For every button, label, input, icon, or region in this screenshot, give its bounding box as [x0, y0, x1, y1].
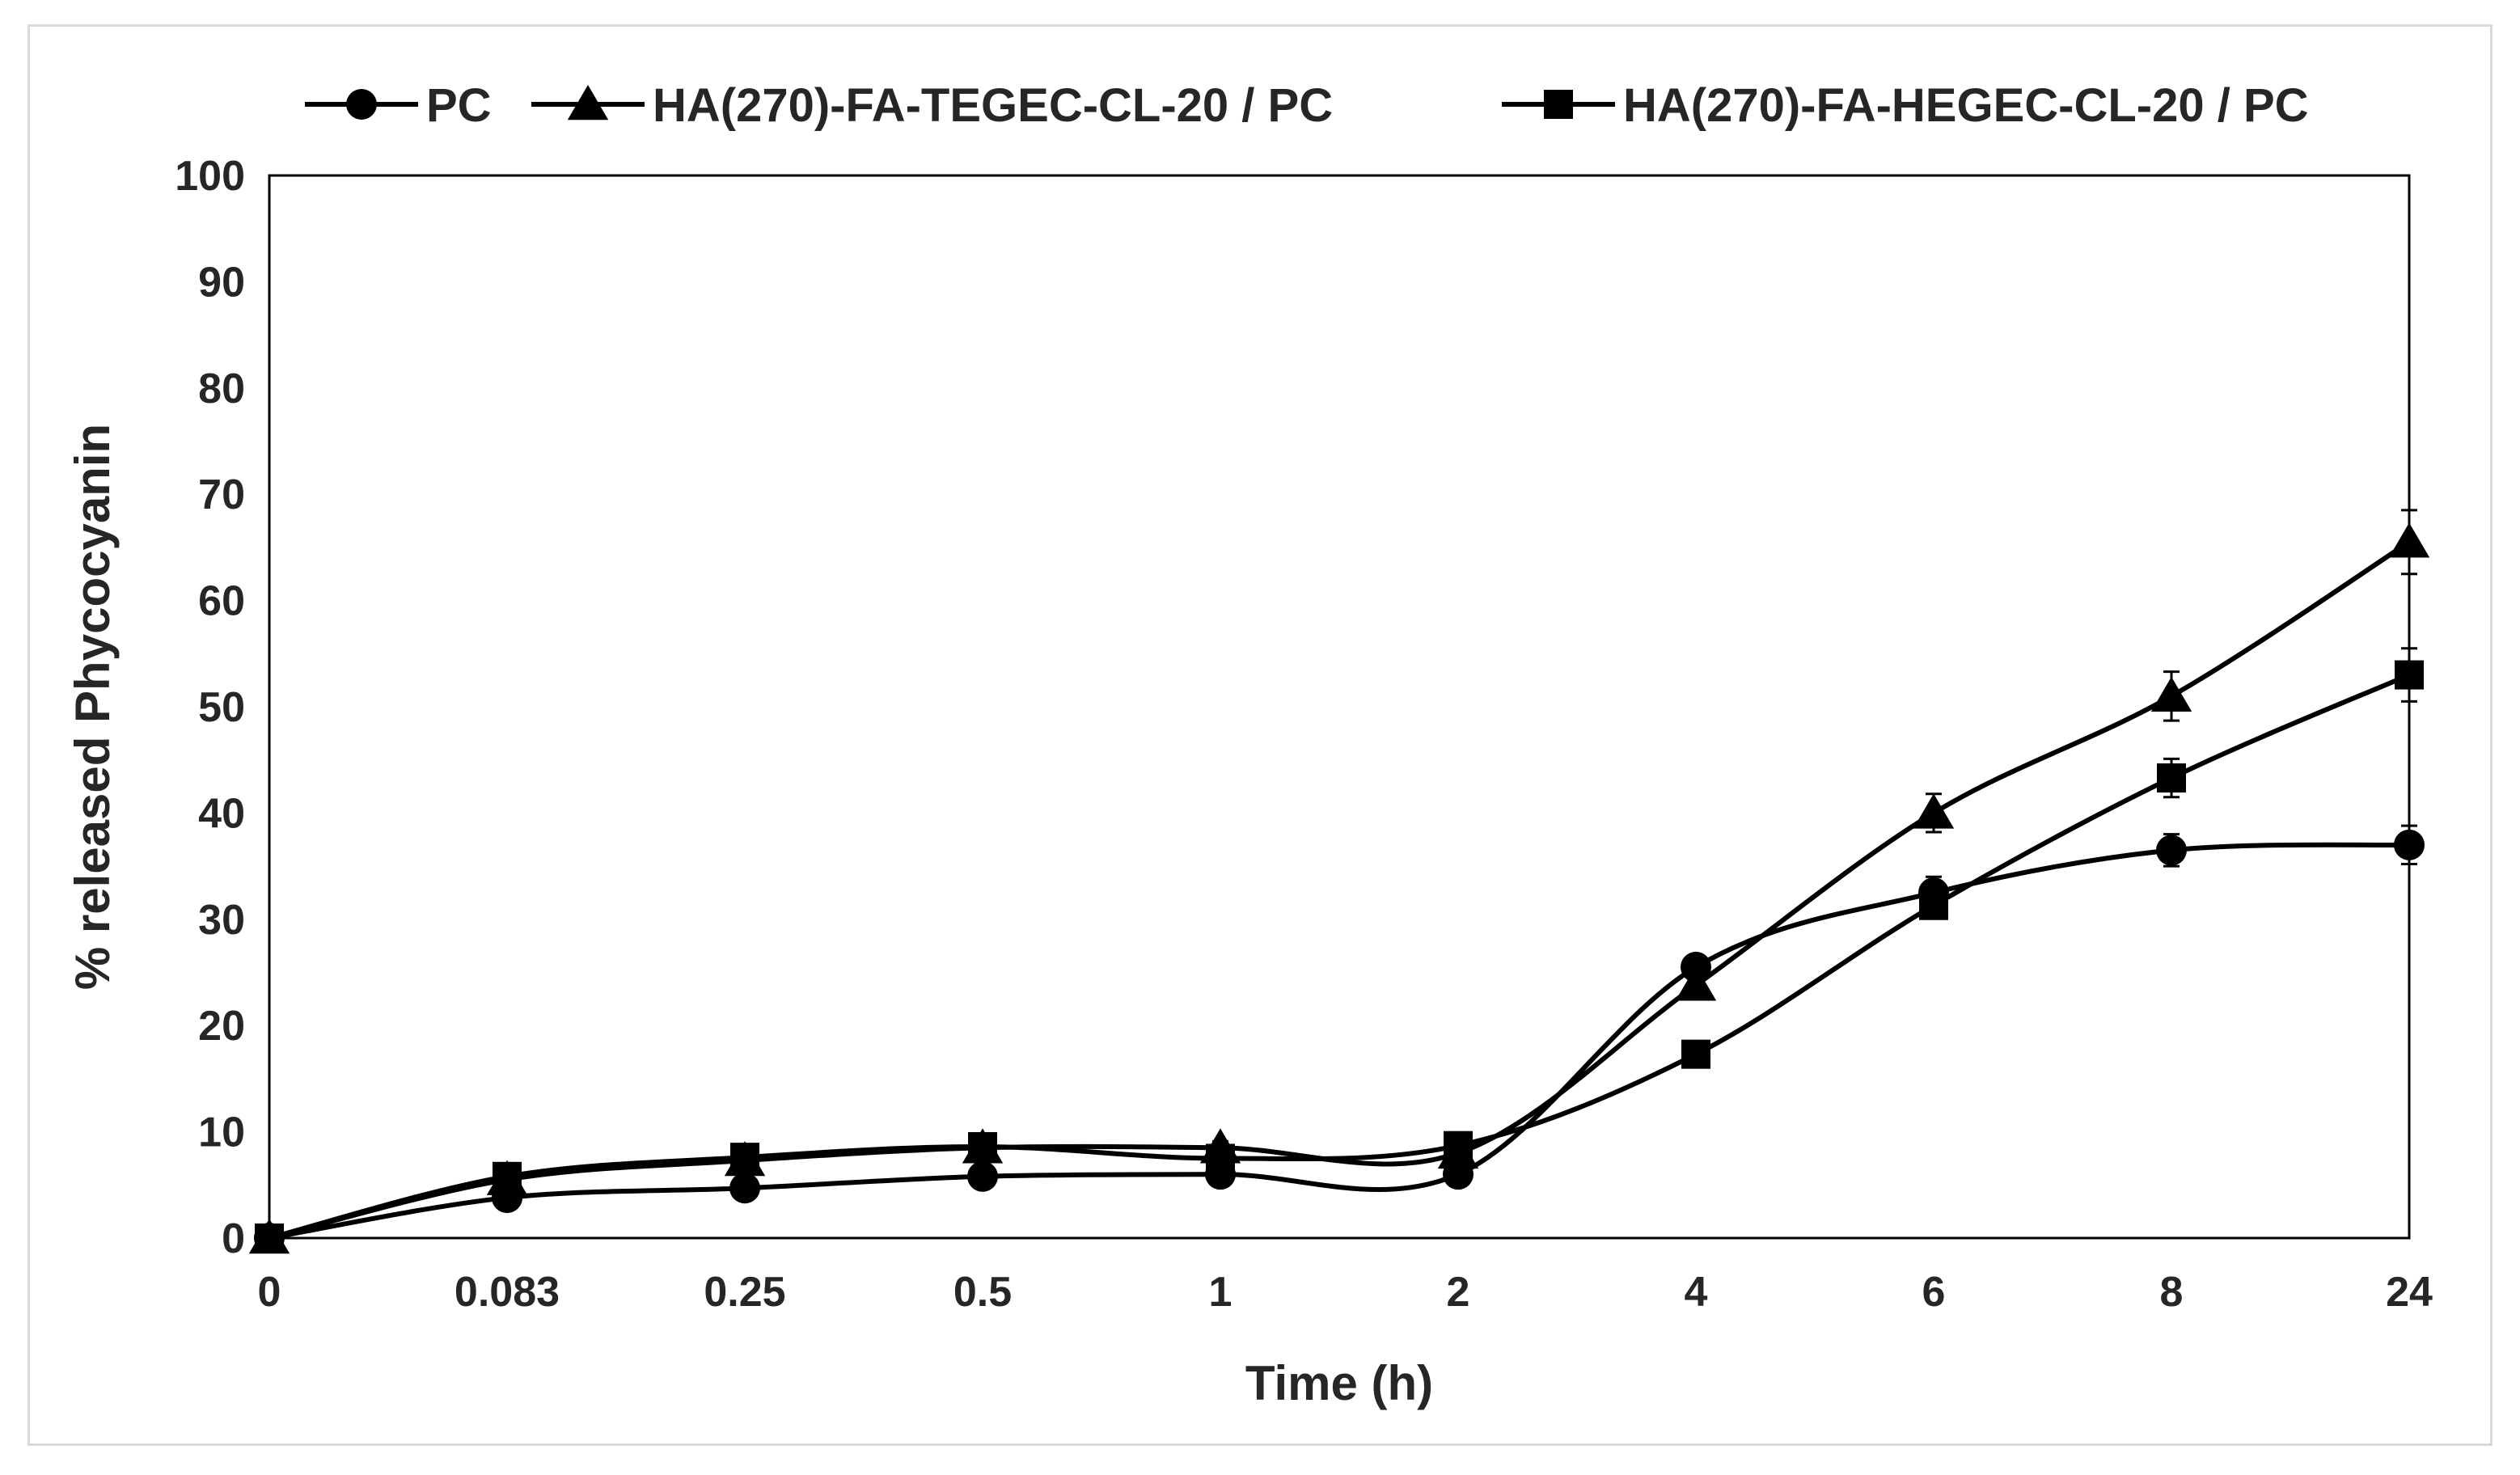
y-tick-label: 30 [198, 897, 245, 944]
plot-border [268, 174, 2411, 1240]
legend-label: HA(270)-FA-TEGEC-CL-20 / PC [653, 79, 1333, 132]
data-point-triangle [2150, 676, 2192, 712]
x-tick-label: 6 [1922, 1269, 1946, 1316]
series-line [268, 539, 2411, 1240]
series-line [268, 672, 2411, 1240]
data-point-square [730, 1143, 759, 1173]
series-triangle [248, 509, 2430, 1254]
data-point-circle [967, 1160, 998, 1192]
y-tick-label: 80 [198, 366, 245, 412]
series-line [268, 842, 2410, 1240]
data-point-circle [2394, 829, 2425, 860]
data-point-circle [2156, 835, 2187, 866]
data-point-square [2157, 763, 2186, 793]
data-point-square [255, 1224, 284, 1253]
y-tick-label: 40 [198, 790, 245, 837]
legend-label: PC [426, 79, 492, 132]
x-tick-label: 0.083 [455, 1269, 560, 1316]
legend-item: PC [305, 79, 492, 132]
legend-item: HA(270)-FA-HEGEC-CL-20 / PC [1502, 79, 2309, 132]
data-point-square [1444, 1131, 1473, 1160]
y-tick-label: 10 [198, 1109, 245, 1156]
legend-marker-circle [346, 89, 377, 120]
y-axis-title: % released Phycocyanin [66, 424, 120, 990]
data-point-square [1919, 890, 1948, 920]
series-layer [248, 509, 2430, 1254]
y-tick-label: 90 [198, 259, 245, 306]
data-point-square [1681, 1039, 1710, 1069]
x-tick-label: 8 [2160, 1269, 2184, 1316]
series-circle [254, 824, 2425, 1253]
chart-frame: PC HA(270)-FA-TEGEC-CL-20 / PC HA(270)-FA-… [27, 24, 2493, 1446]
chart: PC HA(270)-FA-TEGEC-CL-20 / PC HA(270)-FA-… [66, 79, 2433, 1410]
legend-label: HA(270)-FA-HEGEC-CL-20 / PC [1623, 79, 2309, 132]
x-tick-label: 0.25 [704, 1269, 785, 1316]
legend-marker-square [1544, 90, 1573, 119]
y-tick-label: 20 [198, 1003, 245, 1050]
x-tick-label: 24 [2386, 1269, 2433, 1316]
x-tick-label: 4 [1685, 1269, 1708, 1316]
series-square [255, 647, 2424, 1253]
data-point-square [493, 1161, 522, 1191]
data-point-triangle [1913, 793, 1955, 829]
y-tick-label: 0 [222, 1215, 245, 1262]
y-tick-label: 70 [198, 471, 245, 518]
x-tick-label: 0.5 [953, 1269, 1012, 1316]
x-tick-label: 1 [1209, 1269, 1233, 1316]
data-point-circle [729, 1173, 760, 1204]
y-tick-label: 100 [175, 153, 245, 200]
legend-item: HA(270)-FA-TEGEC-CL-20 / PC [531, 79, 1333, 132]
x-tick-label: 0 [258, 1269, 281, 1316]
data-point-square [1206, 1143, 1235, 1173]
x-axis-title: Time (h) [1245, 1356, 1433, 1410]
y-tick-label: 60 [198, 578, 245, 625]
data-point-triangle [1675, 966, 1717, 1001]
data-point-square [2395, 660, 2424, 690]
x-axis-ticks: 0 0.083 0.25 0.5 1 2 4 6 8 24 [258, 1269, 2433, 1316]
x-tick-label: 2 [1447, 1269, 1470, 1316]
data-point-square [968, 1131, 997, 1161]
legend: PC HA(270)-FA-TEGEC-CL-20 / PC HA(270)-FA-… [305, 79, 2309, 132]
legend-marker-triangle [567, 85, 609, 120]
y-axis-ticks: 0 10 20 30 40 50 60 70 80 90 100 [175, 153, 245, 1262]
plot-area [268, 174, 2411, 1240]
data-point-triangle [2388, 522, 2430, 558]
y-tick-label: 50 [198, 684, 245, 731]
